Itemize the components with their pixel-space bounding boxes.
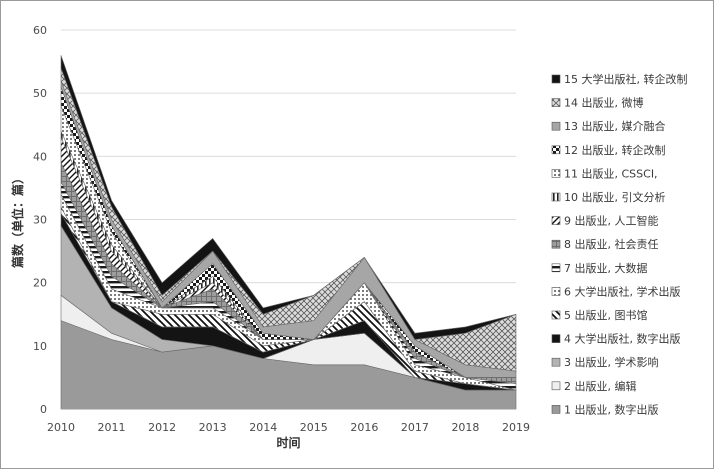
legend-label: 9 出版业, 人工智能	[564, 214, 659, 228]
x-tick-label: 2015	[300, 421, 328, 434]
legend-label: 2 出版业, 编辑	[564, 379, 637, 393]
area-series-group	[60, 55, 517, 410]
legend-swatch	[551, 381, 561, 391]
legend-swatch	[551, 216, 561, 225]
y-tick-label: 60	[33, 24, 47, 37]
legend-swatch	[551, 192, 561, 202]
y-axis-title: 篇数（单位：篇）	[10, 172, 25, 268]
legend: 15 大学出版社, 转企改制 14 出版业, 微博 13 出版业, 媒介融合 12 出…	[551, 72, 688, 416]
legend-swatch	[551, 98, 561, 107]
x-tick-label: 2010	[47, 421, 75, 434]
x-tick-label: 2014	[249, 421, 277, 434]
y-tick-label: 50	[33, 87, 47, 100]
x-tick-label: 2013	[199, 421, 227, 434]
legend-label: 15 大学出版社, 转企改制	[564, 72, 688, 86]
legend-swatch	[551, 121, 561, 131]
legend-label: 14 出版业, 微博	[564, 96, 644, 110]
x-axis-title: 时间	[276, 435, 300, 450]
legend-swatch	[551, 74, 561, 84]
legend-label: 5 出版业, 图书馆	[564, 308, 648, 322]
legend-label: 1 出版业, 数字出版	[564, 402, 659, 416]
axes: 0 10 20 30 40 50 60 2010 2011 2012 2013 2014 2015 201…	[10, 24, 530, 450]
legend-label: 7 出版业, 大数据	[564, 261, 648, 275]
legend-label: 8 出版业, 社会责任	[564, 237, 659, 251]
legend-swatch	[551, 405, 561, 414]
legend-swatch	[551, 145, 561, 155]
y-tick-label: 20	[33, 277, 47, 290]
x-tick-label: 2012	[148, 421, 176, 434]
legend-label: 4 大学出版社, 数字出版	[564, 332, 681, 346]
legend-label: 6 大学出版社, 学术出版	[564, 284, 681, 298]
legend-swatch	[551, 169, 561, 178]
legend-swatch	[551, 239, 561, 249]
x-tick-label: 2017	[401, 421, 429, 434]
y-tick-label: 40	[33, 150, 47, 163]
legend-label: 10 出版业, 引文分析	[564, 190, 666, 204]
area-series-15	[60, 55, 517, 340]
legend-swatch	[551, 287, 561, 296]
legend-swatch	[551, 334, 561, 343]
x-tick-label: 2018	[451, 421, 479, 434]
y-tick-label: 0	[40, 403, 47, 416]
legend-swatch	[551, 310, 561, 320]
x-tick-label: 2016	[350, 421, 378, 434]
legend-label: 3 出版业, 学术影响	[564, 355, 659, 369]
legend-swatch	[551, 357, 561, 367]
legend-label: 11 出版业, CSSCI,	[564, 166, 658, 180]
y-tick-label: 10	[33, 340, 47, 353]
legend-swatch	[551, 263, 561, 273]
legend-label: 13 出版业, 媒介融合	[564, 119, 666, 133]
y-tick-label: 30	[33, 214, 47, 227]
x-tick-label: 2011	[98, 421, 126, 434]
x-tick-label: 2019	[502, 421, 530, 434]
legend-label: 12 出版业, 转企改制	[564, 143, 666, 157]
